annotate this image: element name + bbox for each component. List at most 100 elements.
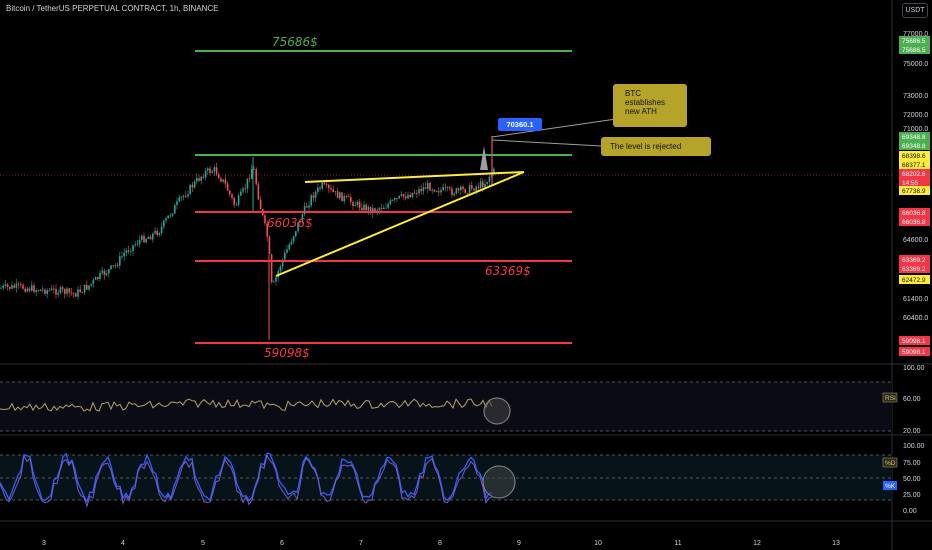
candle-body [37, 290, 40, 292]
candle-body [149, 236, 152, 240]
price-tag [899, 347, 930, 356]
time-axis[interactable]: 3 4 5 6 7 8 9 10 11 12 13 [42, 540, 840, 547]
stoch-d-label-box [882, 457, 898, 468]
candle-body [365, 204, 367, 211]
candle-body [475, 186, 477, 191]
level-label-66036: 66036$ [267, 216, 313, 230]
candle-body [202, 176, 205, 178]
candle-body [167, 215, 169, 219]
ath-callout[interactable]: BTC establishes new ATH [613, 84, 687, 127]
stoch-tick: 0.00 [903, 508, 917, 515]
candle-body [493, 168, 495, 173]
price-tag [899, 264, 930, 273]
candle-body [341, 192, 343, 202]
candle-body [257, 184, 260, 200]
candle-body [444, 187, 447, 189]
time-tick-label: 7 [359, 540, 363, 547]
candle-body [193, 181, 196, 188]
candle-body [306, 206, 308, 208]
price-tag [899, 275, 930, 284]
candle-body [292, 236, 295, 242]
level-label-75686: 75686$ [272, 35, 318, 49]
price-tag [899, 255, 930, 264]
candle-body [213, 167, 216, 172]
candle-body [81, 292, 84, 293]
time-tick-label: 8 [438, 540, 442, 547]
price-tag-label: 68398.6 [902, 153, 926, 160]
candle-body [345, 196, 348, 197]
candle-body [136, 244, 139, 245]
candle-body [253, 169, 255, 170]
candle-body [134, 244, 136, 246]
time-tick-label: 6 [280, 540, 284, 547]
chart-title: Bitcoin / TetherUS PERPETUAL CONTRACT, 1… [6, 4, 219, 13]
price-tick-label: 64600.0 [903, 237, 928, 244]
candle-body [218, 174, 220, 179]
candle-body [270, 254, 273, 283]
candle-body [92, 279, 95, 284]
candle-body [319, 187, 321, 189]
candle-body [325, 184, 328, 186]
candle-body [211, 171, 213, 173]
candle-body [367, 206, 370, 211]
candle-body [288, 244, 290, 250]
candle-body [482, 181, 484, 188]
price-tag-label: 63369.2 [902, 257, 926, 264]
price-tick-label: 73000.0 [903, 93, 928, 100]
price-tag [899, 186, 930, 195]
candle-body [156, 230, 158, 235]
breakout-arrow-icon[interactable] [480, 146, 488, 170]
candle-body [132, 245, 134, 252]
candle-body [446, 187, 449, 189]
reject-callout[interactable]: The level is rejected [601, 137, 711, 156]
candle-body [398, 195, 400, 199]
trend-line-upper[interactable] [304, 171, 525, 183]
price-tick-label: 60400.0 [903, 315, 928, 322]
time-tick-label: 12 [753, 540, 761, 547]
candle-body [13, 285, 15, 288]
candle-body [33, 285, 35, 293]
ath-callout-line: new ATH [625, 107, 657, 116]
candle-body [196, 178, 198, 182]
time-tick-label: 13 [832, 540, 840, 547]
price-tag-label: 66036.8 [902, 210, 926, 217]
price-tag [899, 45, 930, 54]
candle-body [88, 285, 90, 290]
candle-body [57, 292, 59, 295]
ath-callout-line: establishes [625, 98, 666, 107]
candle-body [286, 249, 288, 253]
currency-button[interactable]: USDT [902, 3, 928, 18]
stoch-k-label: %K [885, 483, 896, 490]
price-tag-label: 62472.9 [902, 277, 926, 284]
candle-body [242, 188, 244, 192]
stoch-highlight-circle[interactable] [482, 465, 516, 499]
trend-line-lower[interactable] [275, 171, 525, 277]
candle-body [39, 289, 42, 291]
candle-body [103, 270, 106, 275]
price-tag-label: 14:55 [902, 180, 919, 187]
candle-body [130, 251, 132, 253]
price-tag-label: 75686.5 [902, 47, 926, 54]
price-tag-label: 69348.8 [902, 143, 926, 150]
candle-body [374, 208, 376, 212]
candle-body [222, 179, 224, 182]
time-tick-label: 9 [517, 540, 521, 547]
ath-price-tag[interactable]: 70360.1 [498, 118, 542, 131]
candle-body [42, 289, 44, 291]
time-tick-label: 5 [201, 540, 205, 547]
candle-body [462, 186, 464, 190]
candle-body [94, 277, 97, 280]
candle-body [20, 284, 22, 285]
rsi-highlight-circle[interactable] [483, 397, 511, 425]
candle-body [46, 290, 48, 294]
candle-body [440, 189, 442, 193]
price-tag [899, 132, 930, 141]
candle-body [2, 285, 4, 288]
candle-body [35, 290, 37, 293]
price-tag [899, 336, 930, 345]
candle-body [328, 184, 330, 189]
candle-body [284, 252, 286, 260]
price-tag-label: 68377.1 [902, 162, 926, 169]
candle-body [53, 288, 55, 290]
